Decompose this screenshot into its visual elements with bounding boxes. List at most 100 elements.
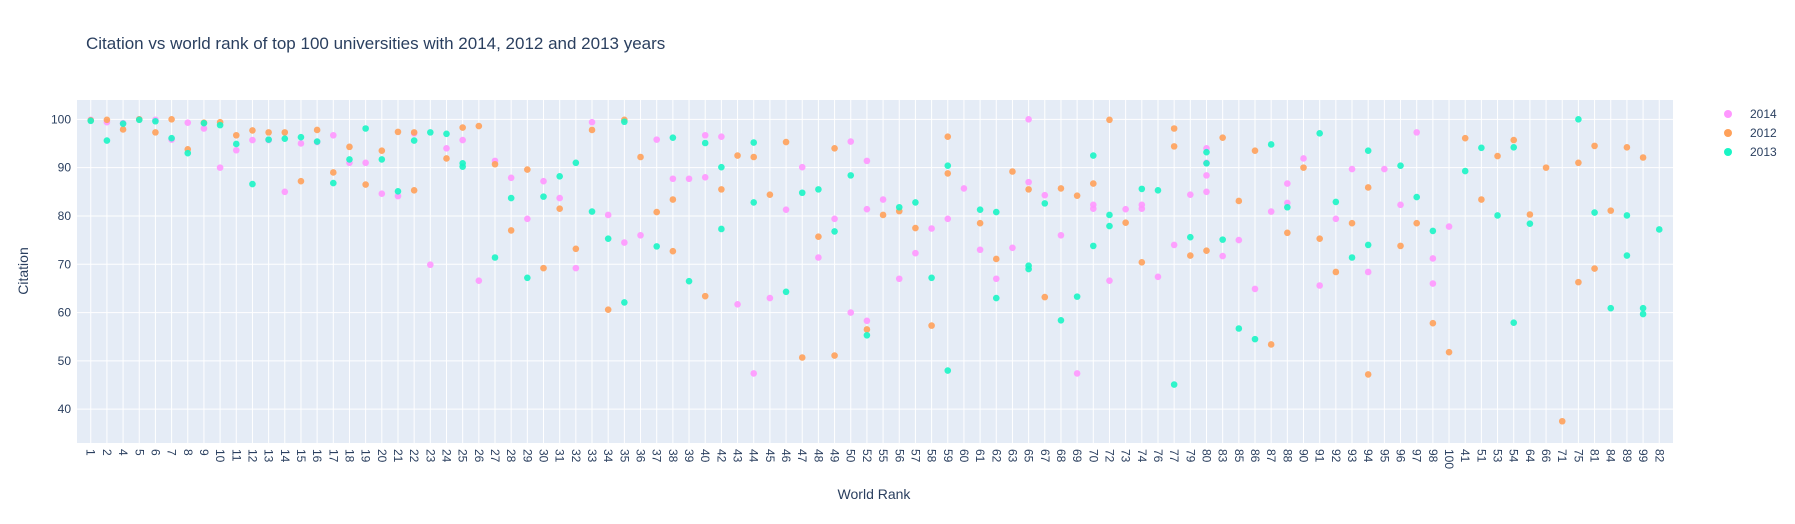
data-point-2014[interactable]	[1235, 236, 1243, 244]
data-point-2014[interactable]	[782, 206, 790, 213]
data-point-2014[interactable]	[394, 192, 402, 200]
data-point-2013[interactable]	[346, 156, 353, 163]
data-point-2013[interactable]	[1138, 185, 1146, 193]
data-point-2014[interactable]	[863, 317, 871, 325]
data-point-2013[interactable]	[798, 189, 806, 197]
data-point-2013[interactable]	[184, 149, 192, 157]
data-point-2014[interactable]	[1187, 191, 1194, 198]
data-point-2014[interactable]	[1397, 201, 1404, 209]
data-point-2013[interactable]	[944, 367, 952, 374]
legend-marker-2014[interactable]	[1724, 110, 1732, 118]
data-point-2013[interactable]	[1607, 304, 1615, 312]
data-point-2014[interactable]	[604, 211, 612, 219]
data-point-2012[interactable]	[1348, 219, 1356, 227]
data-point-2012[interactable]	[1057, 185, 1065, 192]
data-point-2013[interactable]	[87, 117, 95, 125]
data-point-2014[interactable]	[1203, 188, 1210, 196]
data-point-2013[interactable]	[1316, 130, 1323, 137]
data-point-2012[interactable]	[346, 143, 353, 151]
data-point-2013[interactable]	[1623, 212, 1631, 219]
legend-label-2013[interactable]: 2013	[1750, 145, 1777, 159]
data-point-2013[interactable]	[168, 134, 175, 142]
data-point-2013[interactable]	[750, 199, 758, 206]
data-point-2014[interactable]	[507, 174, 515, 182]
data-point-2014[interactable]	[1106, 277, 1113, 284]
data-point-2013[interactable]	[863, 331, 871, 339]
data-point-2014[interactable]	[815, 254, 822, 261]
data-point-2013[interactable]	[572, 159, 580, 167]
data-point-2012[interactable]	[119, 126, 127, 133]
legend-marker-2013[interactable]	[1724, 148, 1732, 156]
data-point-2014[interactable]	[1089, 205, 1097, 212]
data-point-2012[interactable]	[1639, 154, 1647, 161]
data-point-2013[interactable]	[1639, 310, 1647, 318]
data-point-2013[interactable]	[815, 186, 822, 193]
data-point-2013[interactable]	[653, 243, 661, 250]
data-point-2013[interactable]	[831, 228, 838, 235]
data-point-2012[interactable]	[1510, 136, 1518, 144]
data-point-2013[interactable]	[1526, 220, 1534, 227]
data-point-2013[interactable]	[1203, 159, 1210, 167]
data-point-2014[interactable]	[378, 190, 386, 198]
data-point-2012[interactable]	[637, 153, 644, 161]
data-point-2013[interactable]	[313, 138, 321, 145]
data-point-2013[interactable]	[912, 199, 919, 206]
data-point-2013[interactable]	[1332, 198, 1340, 206]
data-point-2013[interactable]	[847, 172, 855, 179]
data-point-2014[interactable]	[588, 118, 596, 126]
data-point-2012[interactable]	[1558, 417, 1566, 425]
data-point-2013[interactable]	[1364, 241, 1372, 249]
data-point-2013[interactable]	[1041, 200, 1049, 207]
data-point-2013[interactable]	[621, 299, 628, 306]
data-point-2014[interactable]	[1219, 252, 1226, 260]
data-point-2012[interactable]	[653, 208, 661, 216]
data-point-2013[interactable]	[329, 179, 337, 187]
data-point-2012[interactable]	[1251, 147, 1259, 155]
data-point-2013[interactable]	[362, 125, 369, 132]
data-point-2013[interactable]	[103, 137, 111, 144]
data-point-2014[interactable]	[928, 225, 935, 232]
data-point-2012[interactable]	[540, 264, 547, 272]
data-point-2014[interactable]	[524, 215, 531, 223]
data-point-2014[interactable]	[1154, 273, 1162, 281]
data-point-2013[interactable]	[1413, 193, 1421, 201]
data-point-2012[interactable]	[1397, 242, 1404, 250]
data-point-2012[interactable]	[297, 177, 305, 185]
data-point-2012[interactable]	[1041, 293, 1049, 301]
data-point-2014[interactable]	[1025, 178, 1032, 186]
data-point-2014[interactable]	[992, 275, 1000, 283]
data-point-2013[interactable]	[1639, 304, 1647, 312]
data-point-2013[interactable]	[1025, 265, 1032, 273]
data-point-2014[interactable]	[847, 138, 855, 145]
data-point-2012[interactable]	[1122, 219, 1129, 227]
data-point-2014[interactable]	[1138, 201, 1146, 209]
data-point-2013[interactable]	[1219, 236, 1226, 243]
data-point-2012[interactable]	[410, 187, 418, 194]
data-point-2013[interactable]	[297, 133, 305, 141]
data-point-2013[interactable]	[1510, 144, 1518, 151]
data-point-2014[interactable]	[1413, 129, 1421, 136]
data-point-2014[interactable]	[944, 215, 952, 223]
data-point-2013[interactable]	[378, 156, 386, 163]
data-point-2014[interactable]	[1316, 282, 1323, 289]
data-point-2012[interactable]	[1364, 371, 1372, 378]
data-point-2013[interactable]	[1073, 293, 1081, 300]
legend[interactable]: 2014 2012 2013	[1724, 107, 1777, 159]
data-point-2013[interactable]	[992, 208, 1000, 216]
data-point-2012[interactable]	[1575, 159, 1582, 167]
data-point-2014[interactable]	[960, 185, 968, 192]
data-point-2012[interactable]	[329, 169, 337, 176]
data-point-2013[interactable]	[507, 194, 515, 202]
data-point-2013[interactable]	[992, 294, 1000, 302]
data-point-2012[interactable]	[507, 227, 515, 234]
data-point-2014[interactable]	[734, 301, 741, 308]
data-point-2012[interactable]	[879, 211, 887, 219]
data-point-2014[interactable]	[297, 140, 305, 147]
data-point-2012[interactable]	[1170, 125, 1178, 132]
data-point-2012[interactable]	[1591, 265, 1598, 272]
data-point-2014[interactable]	[895, 275, 903, 283]
data-point-2012[interactable]	[944, 170, 952, 177]
data-point-2013[interactable]	[1089, 152, 1097, 159]
data-point-2014[interactable]	[281, 188, 289, 196]
data-point-2012[interactable]	[524, 166, 531, 173]
